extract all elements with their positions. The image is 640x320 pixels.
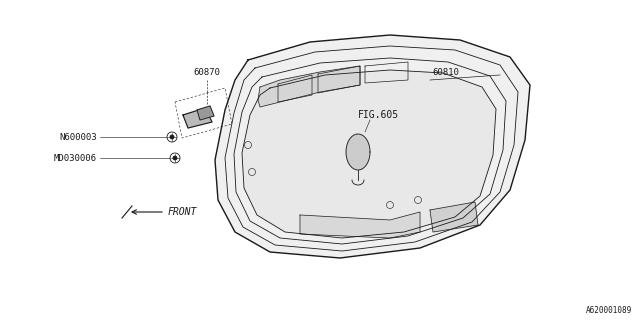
Polygon shape bbox=[197, 106, 214, 120]
Polygon shape bbox=[430, 202, 478, 232]
Text: MD030006: MD030006 bbox=[54, 154, 97, 163]
Circle shape bbox=[173, 156, 177, 160]
Polygon shape bbox=[258, 66, 360, 107]
Text: 60870: 60870 bbox=[193, 68, 220, 77]
Text: N600003: N600003 bbox=[60, 132, 97, 141]
Text: A620001089: A620001089 bbox=[586, 306, 632, 315]
Text: FRONT: FRONT bbox=[168, 207, 197, 217]
Polygon shape bbox=[300, 212, 420, 238]
Circle shape bbox=[170, 135, 174, 139]
Polygon shape bbox=[242, 70, 496, 238]
Polygon shape bbox=[183, 108, 212, 128]
Polygon shape bbox=[346, 134, 370, 170]
Text: 60810: 60810 bbox=[432, 68, 459, 77]
Text: FIG.605: FIG.605 bbox=[358, 110, 399, 120]
Polygon shape bbox=[215, 35, 530, 258]
